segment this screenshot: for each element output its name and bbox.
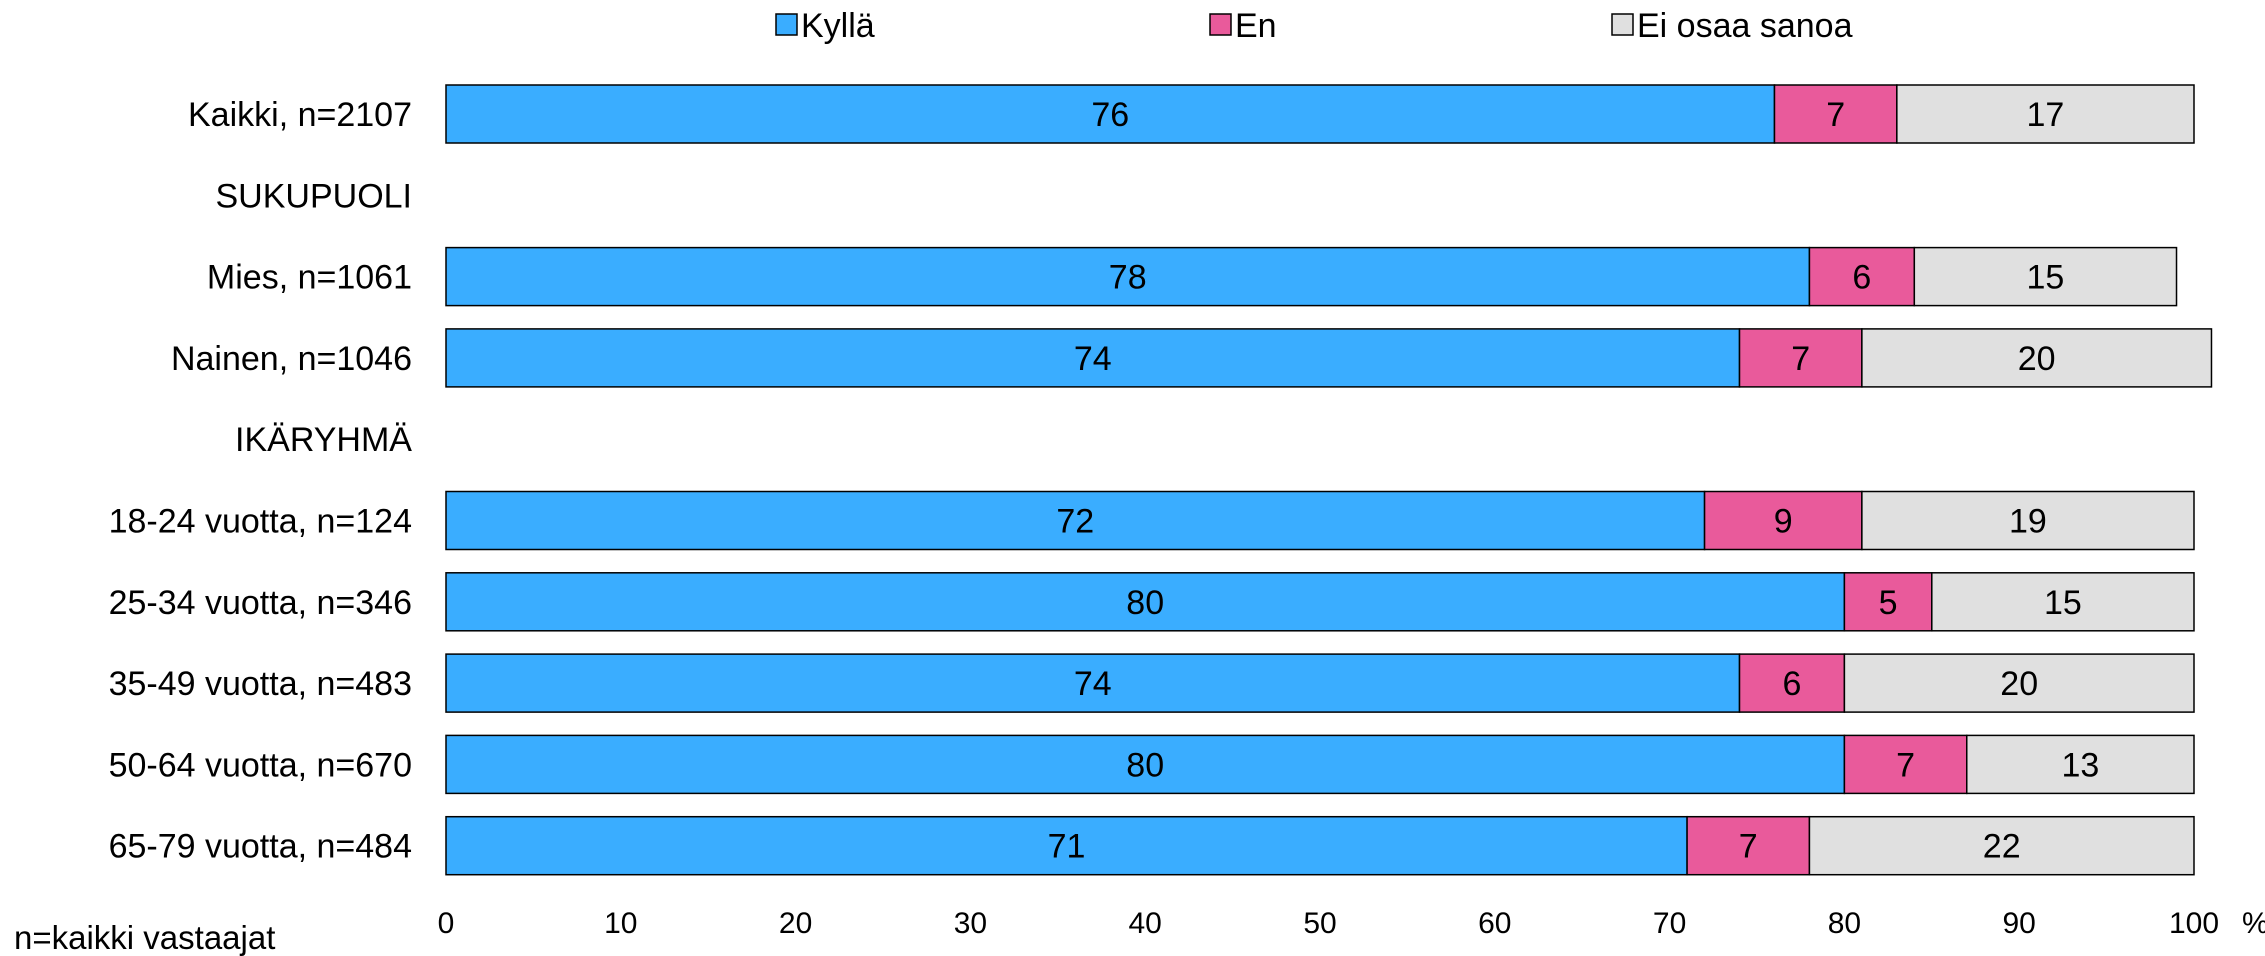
data-label-ei-osaa-sanoa: 20 (2018, 340, 2056, 378)
category-label: 65-79 vuotta, n=484 (109, 828, 412, 866)
x-tick-label: 60 (1478, 907, 1511, 940)
data-label-kylla: 80 (1126, 746, 1164, 784)
data-label-kylla: 74 (1074, 340, 1112, 378)
legend-swatch-en (1209, 13, 1232, 36)
bar-segment-kylla (445, 328, 1741, 388)
bar-segment-ei-osaa-sanoa (1843, 653, 2195, 713)
category-label: Nainen, n=1046 (171, 340, 412, 378)
bar-segment-en (1843, 572, 1933, 632)
x-tick-label: 0 (438, 907, 455, 940)
legend-label-kylla: Kyllä (801, 7, 875, 45)
legend-label-en: En (1235, 7, 1277, 45)
bar-segment-kylla (445, 734, 1846, 795)
category-label: Mies, n=1061 (207, 259, 412, 297)
bar-segment-ei-osaa-sanoa (1861, 328, 2213, 388)
bar-segment-kylla (445, 246, 1811, 307)
category-label: 50-64 vuotta, n=670 (109, 746, 412, 784)
bar-row-5: 72 9 19 (445, 490, 2195, 551)
bar-segment-en (1738, 653, 1846, 713)
legend-item-en: En (1209, 7, 1277, 45)
x-tick-label: 100 (2169, 907, 2219, 940)
data-label-en: 6 (1852, 259, 1871, 297)
x-tick-label: 50 (1303, 907, 1336, 940)
bar-segment-ei-osaa-sanoa (1861, 490, 2195, 551)
bar-row-0: 76 7 17 (445, 84, 2195, 144)
category-label: 25-34 vuotta, n=346 (109, 584, 412, 622)
data-label-kylla: 74 (1074, 665, 1112, 703)
data-label-en: 6 (1782, 665, 1801, 703)
footnote: n=kaikki vastaajat (14, 919, 275, 956)
bar-row-7: 74 6 20 (445, 653, 2195, 713)
data-label-en: 7 (1791, 340, 1810, 378)
legend-item-ei-osaa-sanoa: Ei osaa sanoa (1611, 7, 1853, 45)
bar-segment-en (1738, 328, 1863, 388)
bar-segment-kylla (445, 653, 1741, 713)
data-label-ei-osaa-sanoa: 19 (2009, 503, 2047, 541)
data-label-en: 5 (1879, 584, 1898, 622)
bar-segment-en (1773, 84, 1898, 144)
data-label-ei-osaa-sanoa: 22 (1983, 828, 2021, 866)
bar-row-3: 74 7 20 (445, 328, 2213, 388)
bar-row-6: 80 5 15 (445, 572, 2195, 632)
x-axis-unit: % (2242, 907, 2265, 940)
category-label: IKÄRYHMÄ (235, 421, 412, 459)
category-label: Kaikki, n=2107 (188, 96, 412, 134)
bar-segment-kylla (445, 815, 1688, 876)
legend-item-kylla: Kyllä (775, 7, 875, 45)
bar-segment-ei-osaa-sanoa (1808, 815, 2195, 876)
bar-segment-kylla (445, 84, 1776, 144)
x-tick-label: 30 (954, 907, 987, 940)
data-label-ei-osaa-sanoa: 15 (2027, 259, 2065, 297)
data-label-ei-osaa-sanoa: 17 (2027, 96, 2065, 134)
data-label-kylla: 78 (1109, 259, 1147, 297)
legend-swatch-kylla (775, 13, 798, 36)
bar-segment-ei-osaa-sanoa (1966, 734, 2195, 795)
data-label-kylla: 72 (1056, 503, 1094, 541)
data-label-ei-osaa-sanoa: 15 (2044, 584, 2082, 622)
x-tick-label: 10 (604, 907, 637, 940)
bar-segment-kylla (445, 572, 1846, 632)
x-tick-label: 70 (1653, 907, 1686, 940)
bar-segment-kylla (445, 490, 1706, 551)
bar-segment-ei-osaa-sanoa (1896, 84, 2195, 144)
bar-segment-en (1686, 815, 1811, 876)
x-axis: 0 10 20 30 40 50 60 70 80 90 100 (438, 907, 2219, 940)
legend-label-ei-osaa-sanoa: Ei osaa sanoa (1637, 7, 1853, 45)
bar-segment-ei-osaa-sanoa (1931, 572, 2195, 632)
bar-row-2: 78 6 15 (445, 246, 2178, 307)
data-label-en: 7 (1826, 96, 1845, 134)
x-tick-label: 90 (2003, 907, 2036, 940)
data-label-kylla: 76 (1091, 96, 1129, 134)
data-label-kylla: 80 (1126, 584, 1164, 622)
data-label-ei-osaa-sanoa: 13 (2061, 746, 2099, 784)
x-tick-label: 80 (1828, 907, 1861, 940)
legend-swatch-ei-osaa-sanoa (1611, 13, 1634, 36)
category-label: 18-24 vuotta, n=124 (109, 503, 412, 541)
bar-segment-ei-osaa-sanoa (1913, 246, 2178, 307)
x-tick-label: 20 (779, 907, 812, 940)
legend: Kyllä En Ei osaa sanoa (775, 7, 1853, 45)
data-label-en: 9 (1774, 503, 1793, 541)
x-tick-label: 40 (1129, 907, 1162, 940)
bar-segment-en (1843, 734, 1968, 795)
data-label-en: 7 (1896, 746, 1915, 784)
category-label: 35-49 vuotta, n=483 (109, 665, 412, 703)
bar-row-9: 71 7 22 (445, 815, 2195, 876)
category-labels: Kaikki, n=2107 SUKUPUOLI Mies, n=1061 Naine… (109, 96, 413, 866)
data-label-ei-osaa-sanoa: 20 (2000, 665, 2038, 703)
bar-row-8: 80 7 13 (445, 734, 2195, 795)
category-label: SUKUPUOLI (216, 177, 413, 215)
data-label-kylla: 71 (1048, 828, 1086, 866)
bar-segment-en (1808, 246, 1916, 307)
data-label-en: 7 (1739, 828, 1758, 866)
